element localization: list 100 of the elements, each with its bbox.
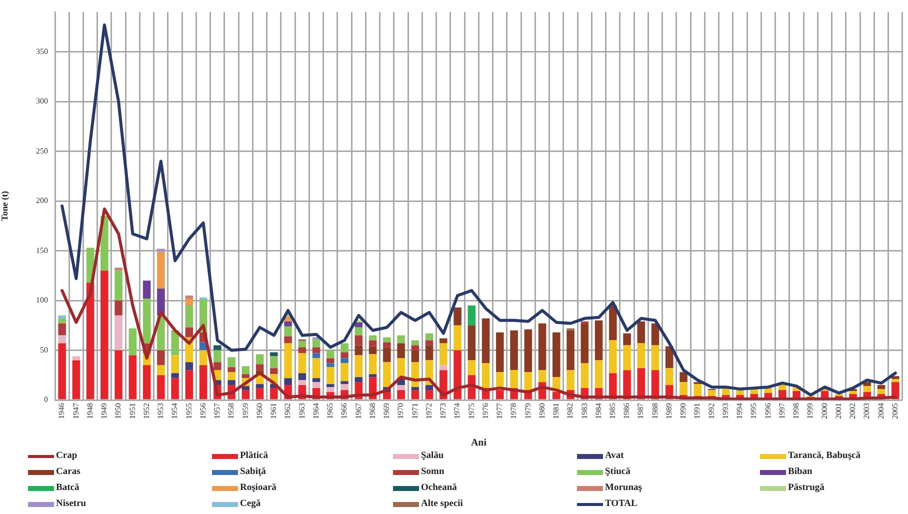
bar xyxy=(496,390,504,400)
legend-label: Roşioară xyxy=(240,483,276,493)
bar xyxy=(368,374,377,378)
bar xyxy=(368,340,377,346)
bar xyxy=(623,333,631,346)
bar xyxy=(128,355,137,400)
bar xyxy=(383,362,391,388)
bar xyxy=(157,288,165,316)
bar xyxy=(609,340,617,374)
bar xyxy=(114,268,122,271)
y-tick-label: 100 xyxy=(36,296,48,305)
bar xyxy=(326,387,334,392)
bar xyxy=(425,340,434,346)
bar xyxy=(228,372,236,380)
bar xyxy=(580,323,589,364)
bar xyxy=(454,350,462,400)
bar xyxy=(354,327,363,336)
x-tick-label: 1964 xyxy=(311,403,320,419)
x-tick-label: 1973 xyxy=(438,403,448,419)
bar xyxy=(651,323,660,346)
bar xyxy=(397,385,405,390)
legend-label: Morunaş xyxy=(605,483,642,493)
bar xyxy=(242,366,250,374)
bar xyxy=(368,346,377,354)
bar xyxy=(58,335,66,344)
bar xyxy=(425,385,434,390)
bar xyxy=(368,335,377,340)
x-tick-label: 1957 xyxy=(212,403,222,419)
bar xyxy=(142,298,151,344)
bar xyxy=(510,330,518,370)
bar xyxy=(256,384,264,388)
bar xyxy=(694,384,702,396)
x-tick-label: 1948 xyxy=(85,403,94,419)
bar xyxy=(58,323,66,336)
legend-label: Ştiucă xyxy=(605,467,630,477)
bar xyxy=(397,335,405,344)
bar xyxy=(142,280,151,299)
bar xyxy=(326,367,334,384)
y-tick-label: 350 xyxy=(36,46,48,56)
x-tick-label: 1978 xyxy=(509,403,518,419)
bar xyxy=(72,360,80,400)
bar xyxy=(454,325,462,350)
x-tick-label: 1998 xyxy=(792,403,801,419)
bar xyxy=(199,350,208,366)
bar xyxy=(482,318,490,364)
x-tick-label: 1982 xyxy=(566,403,575,419)
bar xyxy=(594,360,603,388)
y-axis-title: Tone (t) xyxy=(0,191,10,221)
bar xyxy=(552,332,560,378)
x-tick-label: 1950 xyxy=(114,403,123,419)
x-tick-label: 1999 xyxy=(806,403,815,419)
bar xyxy=(496,332,504,372)
bar xyxy=(256,354,264,364)
bar xyxy=(877,389,886,394)
x-tick-label: 1991 xyxy=(692,403,702,419)
y-tick-label: 200 xyxy=(36,196,48,206)
legend-label: Păstrugă xyxy=(788,483,824,493)
x-tick-label: 1984 xyxy=(594,403,603,419)
legend-label: Tarancă, Babuşcă xyxy=(788,451,860,461)
bar xyxy=(157,365,165,376)
x-tick-label: 1960 xyxy=(254,403,264,419)
bar xyxy=(397,390,405,400)
bar xyxy=(623,370,631,400)
bar xyxy=(298,380,306,386)
bar xyxy=(354,377,363,382)
bar xyxy=(256,388,264,400)
bar xyxy=(411,340,420,346)
bar xyxy=(736,390,744,396)
bar xyxy=(228,367,236,372)
x-tick-label: 1969 xyxy=(382,403,392,419)
bar xyxy=(270,352,278,356)
x-tick-label: 2005 xyxy=(890,403,900,419)
bar xyxy=(397,358,405,378)
bar xyxy=(284,378,292,386)
x-tick-label: 2004 xyxy=(876,403,886,419)
bar xyxy=(58,318,66,324)
bar xyxy=(326,350,334,358)
legend-label: Crap xyxy=(56,451,78,461)
bar xyxy=(157,350,165,366)
bar xyxy=(468,360,476,376)
x-tick-label: 1995 xyxy=(749,403,758,419)
bar xyxy=(284,321,292,326)
x-tick-label: 1965 xyxy=(326,403,335,419)
x-tick-label: 1953 xyxy=(156,403,166,419)
y-tick-label: 150 xyxy=(36,246,48,255)
bar xyxy=(651,345,660,370)
bar xyxy=(171,378,179,400)
bar xyxy=(326,384,334,388)
legend-label: Alte specii xyxy=(421,499,463,509)
bar xyxy=(312,378,320,382)
x-tick-label: 1961 xyxy=(269,403,278,419)
bar xyxy=(594,320,603,360)
bar xyxy=(242,386,250,390)
bar xyxy=(566,370,574,390)
bar xyxy=(552,392,560,400)
x-tick-label: 1972 xyxy=(424,403,434,419)
bar xyxy=(284,343,292,378)
bar xyxy=(114,270,122,301)
x-tick-label: 1962 xyxy=(283,403,292,419)
bar xyxy=(411,387,420,390)
